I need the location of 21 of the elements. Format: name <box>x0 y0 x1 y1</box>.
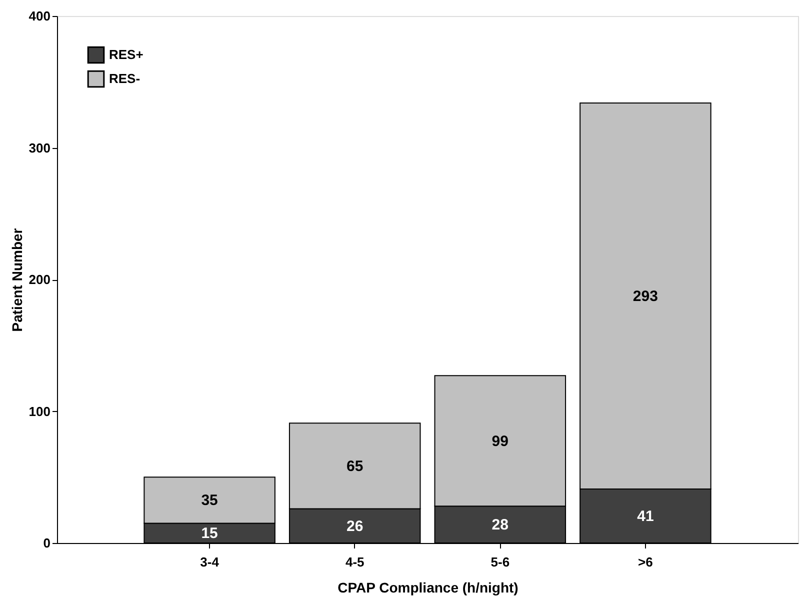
data-label: 99 <box>492 432 508 450</box>
x-tick-label: >6 <box>638 554 653 570</box>
legend-label: RES- <box>109 71 140 86</box>
data-label: 26 <box>346 518 364 535</box>
data-label: 41 <box>637 508 654 525</box>
data-label: 28 <box>492 516 508 534</box>
data-label: 35 <box>201 492 218 510</box>
x-tick-label: 5-6 <box>490 554 510 570</box>
y-tick-label: 200 <box>28 272 50 287</box>
y-axis-title: Patient Number <box>8 228 25 332</box>
data-label: 15 <box>201 525 218 542</box>
x-tick-label: 4-5 <box>345 554 364 570</box>
x-tick-label: 3-4 <box>200 554 220 570</box>
y-tick-label: 100 <box>28 404 50 419</box>
y-tick-label: 0 <box>43 536 50 550</box>
y-tick-label: 400 <box>28 8 50 24</box>
x-axis-title: CPAP Compliance (h/night) <box>338 580 518 596</box>
y-tick-label: 300 <box>28 140 50 156</box>
data-label: 65 <box>346 458 364 475</box>
legend-label: RES+ <box>109 47 144 62</box>
data-label: 293 <box>632 288 658 305</box>
